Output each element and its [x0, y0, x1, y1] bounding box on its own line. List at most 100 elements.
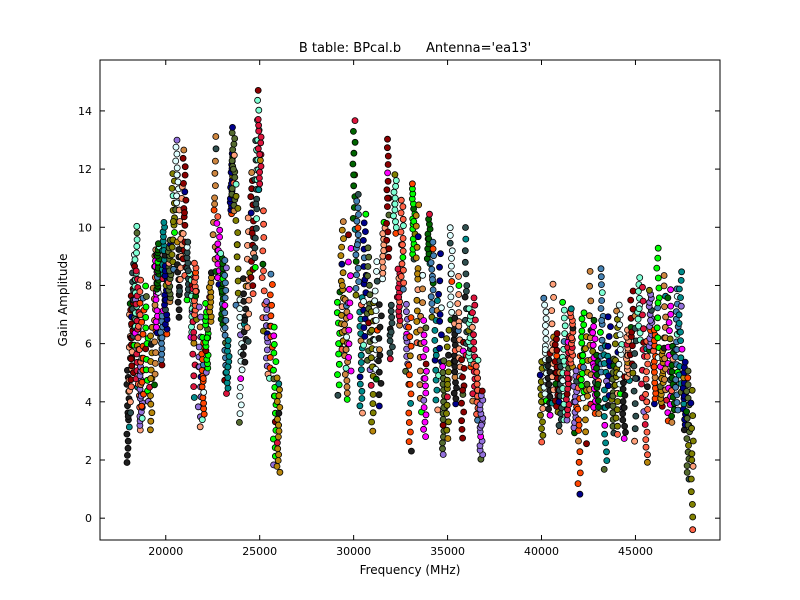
data-point [654, 299, 662, 307]
data-point [338, 282, 346, 289]
data-point [248, 229, 256, 237]
data-point [268, 281, 276, 288]
data-point [243, 324, 251, 332]
data-point [536, 371, 544, 379]
data-point [241, 358, 249, 366]
data-point [270, 323, 278, 331]
data-point [234, 265, 242, 273]
data-point [361, 332, 369, 340]
data-point [335, 350, 343, 358]
data-point [427, 259, 435, 267]
data-point [252, 224, 260, 232]
data-point [371, 287, 379, 295]
data-point [635, 287, 642, 295]
data-point [436, 277, 444, 285]
data-point [677, 294, 684, 302]
data-point [546, 393, 554, 401]
data-point [356, 380, 364, 388]
plot-frame [99, 59, 721, 541]
data-point [364, 263, 372, 270]
data-point [636, 274, 644, 282]
data-point [654, 334, 662, 342]
data-point [173, 136, 181, 144]
data-point [359, 409, 366, 417]
data-point [675, 311, 683, 319]
data-point [180, 179, 187, 187]
data-point [392, 177, 400, 184]
data-point [683, 468, 691, 476]
data-point [643, 398, 651, 406]
data-point [439, 445, 446, 453]
data-point [419, 285, 427, 293]
data-point [643, 428, 651, 436]
data-point [542, 315, 550, 323]
data-point [368, 326, 376, 334]
data-point [249, 290, 257, 298]
data-point [427, 293, 435, 301]
data-point [601, 421, 609, 429]
data-point [142, 303, 150, 311]
data-point [406, 428, 414, 436]
data-point [360, 219, 368, 227]
data-point [662, 313, 669, 321]
data-point [342, 346, 350, 353]
data-point [470, 331, 477, 339]
data-point [349, 127, 357, 135]
data-point [230, 140, 238, 148]
data-point [621, 391, 629, 399]
data-point [392, 182, 400, 190]
data-point [471, 316, 479, 324]
y-tick-label: 6 [85, 338, 92, 351]
data-point [459, 373, 466, 381]
data-point [373, 267, 380, 275]
data-point [274, 445, 282, 453]
data-point [632, 375, 639, 382]
data-point [222, 264, 230, 272]
data-point [462, 270, 470, 278]
data-point [339, 218, 347, 226]
data-point [257, 139, 265, 147]
data-point [357, 359, 365, 366]
data-point [597, 273, 605, 281]
data-point [433, 386, 441, 394]
data-point [388, 313, 396, 321]
data-point [541, 346, 549, 353]
data-point [575, 421, 583, 429]
data-point [582, 428, 589, 436]
data-point [260, 267, 267, 275]
data-point [350, 171, 358, 179]
data-point [268, 301, 276, 309]
data-point [661, 303, 668, 311]
data-point [251, 244, 259, 252]
data-point [365, 253, 373, 261]
data-point [334, 391, 342, 399]
data-point [460, 408, 468, 416]
data-point [232, 180, 240, 188]
data-point [572, 367, 580, 375]
data-point [634, 315, 642, 323]
data-point [661, 375, 668, 383]
data-point [275, 409, 283, 417]
data-point [364, 272, 372, 280]
data-point [379, 269, 387, 277]
data-point [229, 165, 237, 173]
data-point [273, 374, 281, 382]
data-point [253, 215, 261, 223]
data-point [257, 162, 265, 170]
data-point [222, 286, 230, 294]
data-point [142, 324, 150, 332]
data-point [254, 96, 262, 104]
data-point [214, 213, 222, 221]
data-point [390, 188, 398, 196]
y-tick-label: 4 [85, 396, 92, 409]
data-point [175, 313, 183, 321]
data-point [437, 304, 445, 312]
data-point [538, 438, 546, 446]
data-point [448, 254, 455, 262]
data-point [255, 106, 263, 114]
data-point [428, 265, 436, 273]
data-point [553, 330, 561, 337]
data-point [622, 428, 629, 436]
data-point [212, 145, 220, 153]
data-point [593, 390, 601, 398]
